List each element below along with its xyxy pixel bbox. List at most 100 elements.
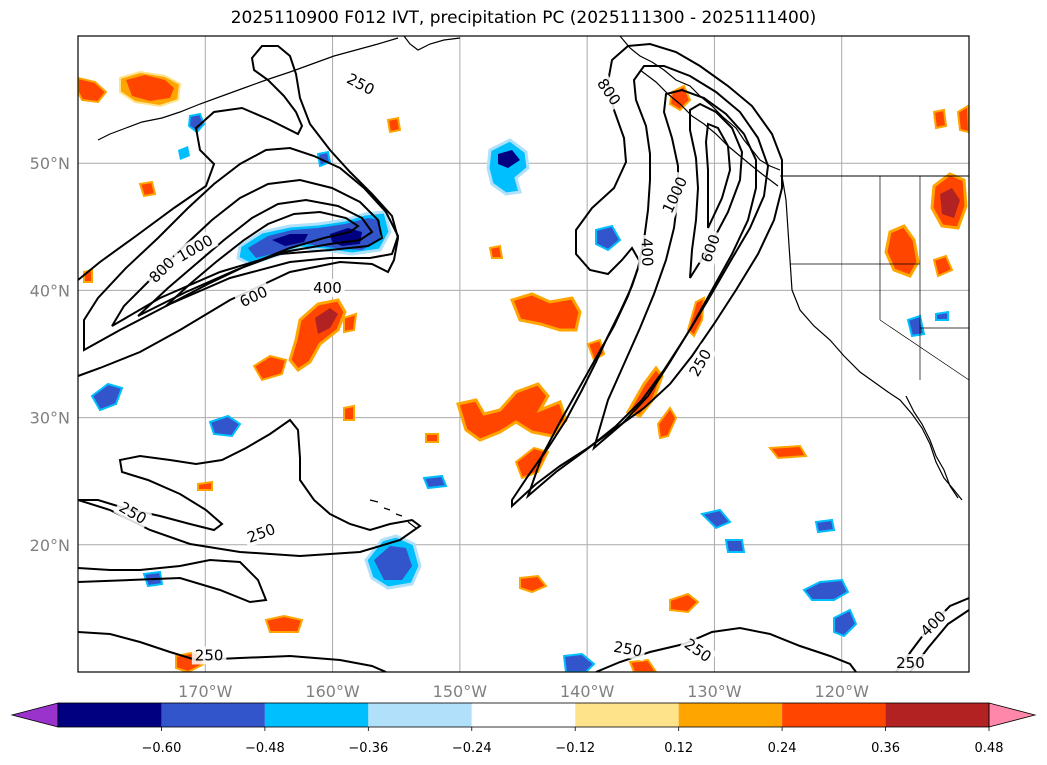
- precip-positive-patch: [343, 312, 358, 334]
- lon-tick-label: 130°W: [687, 682, 742, 701]
- precip-negative-patch: [595, 224, 622, 252]
- contour-label-halo: [591, 72, 627, 112]
- lon-tick-label: 170°W: [178, 682, 233, 701]
- precip-positive-cluster: [884, 224, 920, 278]
- alaska-peninsula-coastline: [403, 36, 461, 51]
- precip-negative-patch: [814, 518, 836, 534]
- contour-label-halo: [914, 605, 952, 643]
- colorbar-tick-label: −0.60: [142, 741, 182, 756]
- contour-label: 250: [609, 637, 647, 661]
- contour-label-halo: [678, 633, 718, 668]
- hawaii-islands: [369, 499, 417, 529]
- lat-tick-label: 20°N: [30, 536, 70, 555]
- precip-positive-patch: [264, 614, 304, 633]
- precip-positive-streak: [656, 406, 678, 440]
- aleutian-coastline: [97, 37, 399, 141]
- us-west-coastline: [781, 175, 963, 501]
- contour-label: 400: [637, 234, 657, 270]
- precip-negative-patch: [906, 314, 926, 338]
- colorbar-outline: [57, 702, 990, 728]
- ivt-contour-400: [83, 146, 400, 352]
- southeast-alaska-coastline: [619, 36, 781, 171]
- precip-positive-patch: [425, 433, 439, 443]
- contour-label-halo: [143, 251, 181, 289]
- contour-label: 400: [310, 278, 345, 297]
- precip-positive-patch: [932, 108, 948, 130]
- precip-positive-patch: [669, 592, 700, 614]
- colorbar-swatch: [575, 703, 679, 727]
- colorbar-tick-label: −0.48: [245, 741, 285, 756]
- lat-tick-label: 40°N: [30, 281, 70, 300]
- ivt-contour-250: [78, 418, 422, 558]
- colorbar-swatch: [161, 703, 265, 727]
- contour-label-halo: [242, 518, 281, 548]
- precip-negative-band-core: [272, 228, 362, 246]
- precip-positive-patch: [768, 444, 808, 460]
- colorbar-swatch: [264, 703, 369, 727]
- precip-negative-patch: [208, 414, 242, 438]
- precip-positive-patch: [519, 574, 548, 594]
- plot-title: 2025110900 F012 IVT, precipitation PC (2…: [230, 8, 817, 28]
- ivt-contour-1000: [704, 122, 732, 229]
- precip-positive-patch: [343, 404, 355, 421]
- precip-positive-cluster-core: [315, 308, 338, 334]
- contour-label-text: 250: [612, 638, 643, 661]
- ivt-contour-250: [78, 558, 268, 604]
- precip-negative-core: [374, 546, 412, 580]
- precip-positive-patch: [78, 76, 108, 104]
- precip-negative-patch: [802, 578, 850, 601]
- precipitation-pc-fill: [78, 70, 969, 672]
- baja-coastline: [905, 395, 959, 499]
- lat-tick-label: 30°N: [30, 409, 70, 428]
- contour-label-halo: [341, 68, 381, 101]
- colorbar: −0.60 −0.48 −0.36 −0.24 −0.12 0.12 0.24 0.36 0.4…: [10, 702, 1037, 756]
- colorbar-swatch: [885, 703, 989, 727]
- precip-negative-patch: [700, 508, 732, 530]
- contour-label-text: 250: [896, 654, 925, 672]
- precip-negative-core: [498, 150, 520, 168]
- colorbar-extend-min: [10, 702, 59, 728]
- precip-positive-patch: [932, 254, 954, 278]
- colorbar-extend-max: [988, 702, 1037, 728]
- colorbar-swatch: [471, 703, 576, 727]
- precip-negative-patch: [724, 539, 746, 553]
- colorbar-swatch: [678, 703, 783, 727]
- colorbar-tick-label: 0.12: [664, 741, 693, 756]
- colorbar-tick-label: 0.36: [871, 741, 900, 756]
- map-background: [78, 36, 969, 672]
- colorbar-tick-label: −0.36: [348, 741, 388, 756]
- contour-label-text: 250: [195, 646, 224, 664]
- ivt-contours: [78, 42, 969, 672]
- lon-tick-label: 120°W: [815, 682, 870, 701]
- precip-positive-core: [126, 75, 174, 101]
- colorbar-swatch: [368, 703, 472, 727]
- precip-negative-patch: [90, 382, 124, 412]
- colorbar-tick-label: 0.48: [975, 741, 1004, 756]
- ivt-contour-800: [689, 102, 744, 279]
- precip-positive-patch: [488, 244, 504, 259]
- colorbar-swatch: [782, 703, 886, 727]
- precip-positive-cluster: [509, 292, 582, 332]
- contour-label-halo: [113, 496, 153, 530]
- precip-positive-patch: [386, 116, 402, 134]
- colorbar-tick-label: −0.24: [452, 741, 492, 756]
- contour-label-halo: [191, 646, 227, 665]
- contour-label-halo: [234, 281, 274, 313]
- lat-tick-label: 50°N: [30, 154, 70, 173]
- lon-tick-label: 140°W: [560, 682, 615, 701]
- contour-label-halo: [310, 278, 345, 297]
- precip-negative-patch: [422, 474, 448, 490]
- precip-negative-patch: [562, 652, 596, 672]
- precip-negative-patch: [833, 608, 858, 638]
- contour-label-text: 400: [313, 279, 342, 297]
- ivt-contour-250: [78, 45, 400, 377]
- precip-positive-patch: [252, 354, 288, 382]
- contour-label-halo: [637, 234, 657, 270]
- axis-tick-labels: 170°W 160°W 150°W 140°W 130°W 120°W 50°N 40°N 30…: [30, 154, 869, 701]
- contour-label: 250: [191, 646, 227, 665]
- contour-label-halo: [171, 229, 219, 268]
- precip-negative-patch: [935, 310, 949, 321]
- lon-tick-label: 150°W: [433, 682, 488, 701]
- ivt-contour-600: [592, 88, 757, 451]
